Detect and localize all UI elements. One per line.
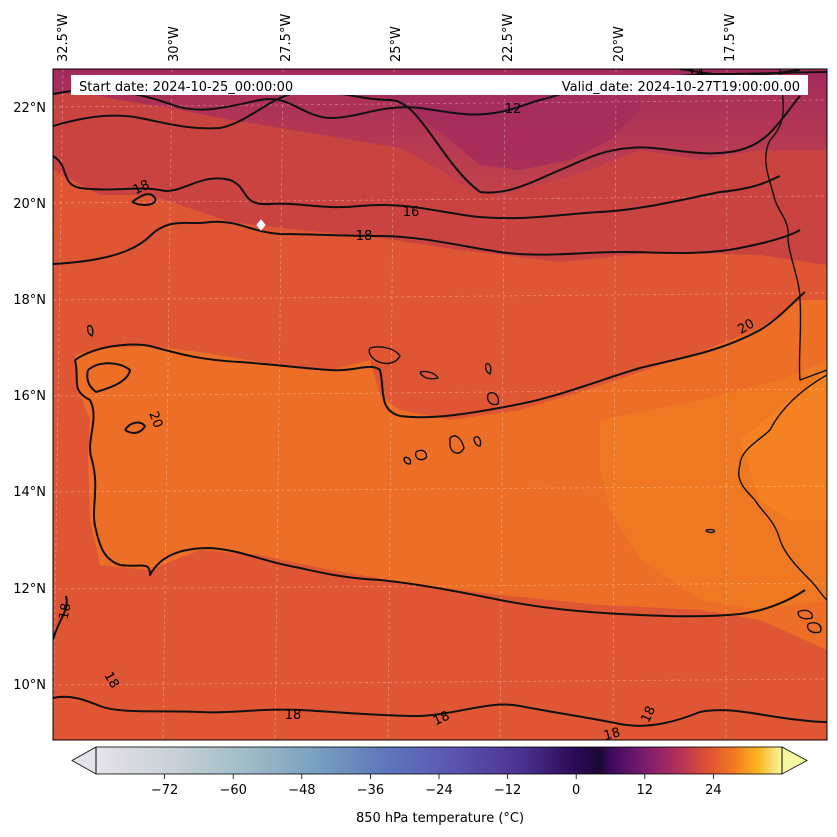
colorbar-tick-label: −24 — [425, 783, 452, 798]
lon-label-30w: 30°W — [167, 26, 182, 62]
coast-senegal — [738, 374, 827, 601]
lat-label-22n: 22°N — [13, 101, 46, 116]
coast-capeverde-sal — [484, 362, 492, 375]
lat-label-20n: 20°N — [13, 197, 46, 212]
graticule — [53, 69, 827, 740]
latitude-labels: 22°N 20°N 18°N 16°N 14°N 12°N 10°N — [13, 101, 46, 693]
band-24 — [740, 370, 827, 520]
colorbar-tick-label: 0 — [572, 783, 580, 798]
coast-gambia — [705, 528, 716, 534]
band-20 — [75, 300, 827, 650]
white-diamond-marker — [256, 219, 266, 231]
coast-africa — [765, 69, 827, 381]
info-box: Start date: 2024-10-25_00:00:00 Valid_da… — [71, 75, 808, 95]
coast-capeverde-small — [86, 324, 94, 337]
contour-18-south — [53, 695, 827, 727]
coast-bissagos — [797, 609, 813, 620]
contour-label-18-b: 18 — [131, 178, 152, 199]
colorbar-tick-label: −36 — [357, 783, 384, 798]
contour-20 — [74, 291, 806, 419]
lon-label-22-5w: 22.5°W — [501, 14, 516, 62]
contour-label-20-a: 20 — [735, 316, 757, 337]
contour-label-16: 16 — [403, 205, 420, 220]
contour-label-18-f: 18 — [431, 709, 452, 730]
coast-capeverde-saovicente — [419, 370, 439, 380]
lon-label-27-5w: 27.5°W — [279, 14, 294, 62]
coast-capeverde-boavista — [486, 392, 500, 406]
colorbar-gradient — [96, 747, 782, 774]
contour-lines — [53, 69, 827, 727]
colorbar-tick-label: 12 — [637, 783, 654, 798]
colorbar-ticks: −72 −60 −48 −36 −24 −12 0 12 24 — [151, 774, 722, 798]
coast-capeverde-brava — [403, 456, 412, 465]
lat-label-18n: 18°N — [13, 293, 46, 308]
contour-label-20-b: 20 — [145, 409, 165, 430]
info-box-background — [71, 75, 808, 95]
coast-bissagos2 — [806, 622, 822, 634]
colorbar-label: 850 hPa temperature (°C) — [356, 811, 524, 826]
lon-label-20w: 20°W — [612, 26, 627, 62]
contour-label-18-e: 18 — [285, 708, 302, 723]
coast-capeverde-santiago — [449, 435, 465, 454]
contour-20-small — [124, 421, 146, 434]
contour-label-18-g: 18 — [602, 725, 622, 744]
colorbar-tick-label: −60 — [219, 783, 246, 798]
lat-label-12n: 12°N — [13, 582, 46, 597]
contour-label-18-a: 18 — [356, 229, 373, 244]
colorbar-right-extend — [781, 746, 808, 775]
coast-capeverde-maio — [473, 436, 482, 447]
coast-capeverde-santoantao — [368, 346, 401, 365]
lat-label-14n: 14°N — [13, 485, 46, 500]
lon-label-17-5w: 17.5°W — [723, 14, 738, 62]
lat-label-16n: 16°N — [13, 389, 46, 404]
lon-label-32-5w: 32.5°W — [56, 14, 71, 62]
colorbar-tick-label: −72 — [151, 783, 178, 798]
contour-18-west — [53, 595, 68, 641]
contour-18 — [131, 193, 157, 206]
colorbar-tick-label: −48 — [288, 783, 315, 798]
coast-capeverde-fogo — [414, 449, 428, 461]
valid-date-text: Valid_date: 2024-10-27T19:00:00.00 — [562, 80, 800, 95]
colorbar-tick-label: 24 — [705, 783, 722, 798]
coastlines — [86, 69, 827, 634]
contour-20-loop — [86, 362, 131, 393]
contour-18-main — [53, 220, 801, 265]
contour-label-18-c: 18 — [57, 602, 75, 621]
start-date-text: Start date: 2024-10-25_00:00:00 — [79, 80, 293, 95]
lat-label-10n: 10°N — [13, 678, 46, 693]
colorbar-tick-label: −12 — [494, 783, 521, 798]
contour-16-north — [53, 90, 801, 194]
map-frame — [52, 68, 828, 741]
colorbar: −72 −60 −48 −36 −24 −12 0 12 24 850 hPa temperat… — [71, 746, 808, 826]
colorbar-left-extend — [71, 746, 97, 775]
lon-label-25w: 25°W — [389, 26, 404, 62]
contour-label-18-d: 18 — [100, 669, 121, 691]
temperature-field: 12 14 16 18 18 18 20 20 18 18 18 18 18 — [53, 69, 827, 744]
contour-label-18-h: 18 — [639, 704, 660, 725]
contour-label-12: 12 — [505, 102, 522, 117]
longitude-labels: 32.5°W 30°W 27.5°W 25°W 22.5°W 20°W 17.5… — [56, 14, 738, 62]
contour-16 — [53, 155, 781, 220]
contour-20-south — [74, 359, 806, 618]
contour-label-group: 12 14 16 18 18 18 20 20 18 18 18 18 18 — [57, 69, 757, 744]
